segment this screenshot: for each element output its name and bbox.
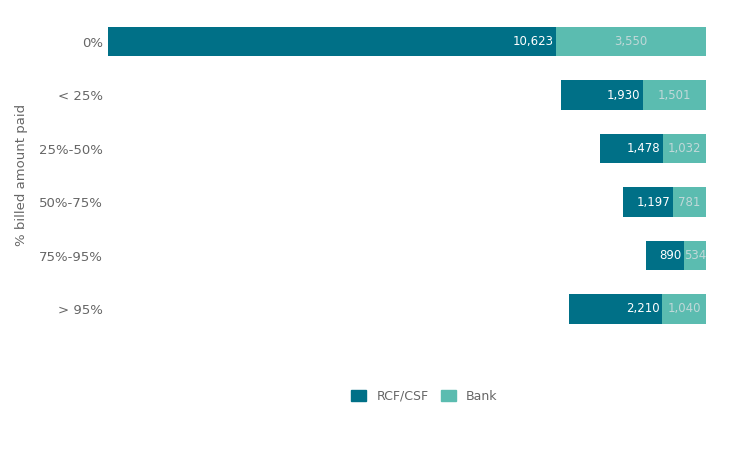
Bar <box>683 241 706 270</box>
Text: 890: 890 <box>658 249 681 262</box>
Bar <box>556 27 706 56</box>
Bar <box>623 187 673 217</box>
Bar <box>643 81 706 110</box>
Text: 2,210: 2,210 <box>626 302 660 315</box>
Text: 3,550: 3,550 <box>615 35 648 48</box>
Bar <box>646 241 683 270</box>
Text: 1,040: 1,040 <box>668 302 701 315</box>
Text: 534: 534 <box>683 249 706 262</box>
Text: 1,032: 1,032 <box>668 142 701 155</box>
Text: 10,623: 10,623 <box>513 35 553 48</box>
Bar <box>662 294 706 324</box>
Bar <box>673 187 706 217</box>
Bar <box>108 27 556 56</box>
Text: 1,478: 1,478 <box>627 142 660 155</box>
Text: 1,197: 1,197 <box>637 196 671 209</box>
Text: 1,501: 1,501 <box>658 89 691 102</box>
Text: 1,930: 1,930 <box>607 89 640 102</box>
Legend: RCF/CSF, Bank: RCF/CSF, Bank <box>345 384 503 409</box>
Bar <box>569 294 662 324</box>
Y-axis label: % billed amount paid: % billed amount paid <box>15 104 28 247</box>
Bar <box>662 134 706 163</box>
Bar <box>600 134 662 163</box>
Text: 781: 781 <box>678 196 701 209</box>
Bar <box>561 81 643 110</box>
